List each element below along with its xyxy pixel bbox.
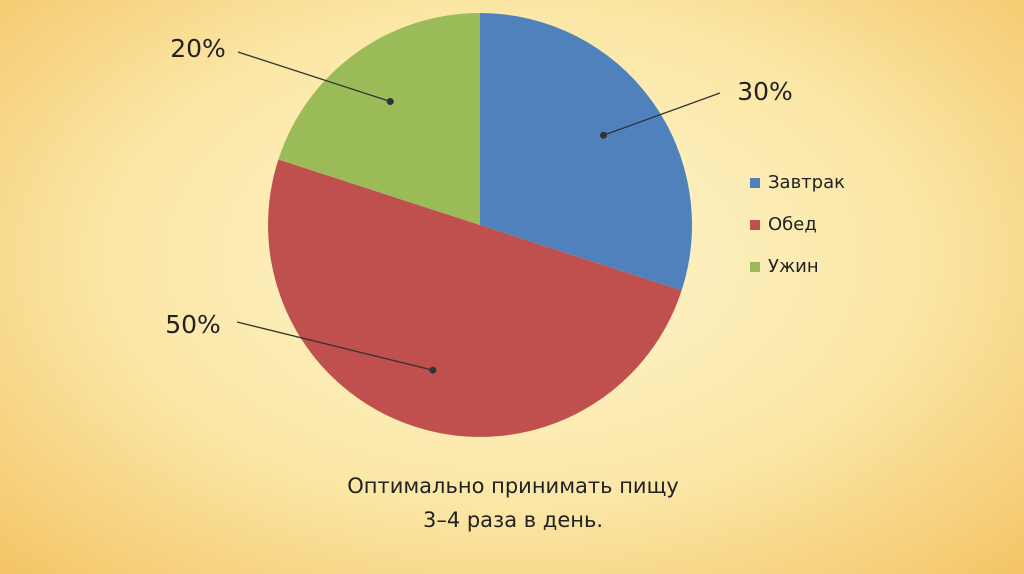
legend-swatch xyxy=(750,262,760,272)
leader-dot xyxy=(429,366,437,374)
leader-line xyxy=(236,321,433,371)
legend-label: Обед xyxy=(768,214,817,235)
leader-dot xyxy=(386,98,394,106)
legend-swatch xyxy=(750,178,760,188)
pie-slice xyxy=(278,13,480,225)
legend-label: Завтрак xyxy=(768,172,845,193)
pie-slice xyxy=(480,13,692,291)
data-label: 50% xyxy=(165,310,221,339)
caption-line: Оптимально принимать пищу xyxy=(347,474,679,498)
legend-label: Ужин xyxy=(768,256,819,277)
pie-slice xyxy=(268,159,682,437)
leader-dot xyxy=(599,131,607,139)
leader-line xyxy=(237,51,391,103)
leader-line xyxy=(603,92,721,136)
data-label: 20% xyxy=(170,34,226,63)
legend-swatch xyxy=(750,220,760,230)
caption-line: 3–4 раза в день. xyxy=(423,508,603,532)
data-label: 30% xyxy=(737,77,793,106)
